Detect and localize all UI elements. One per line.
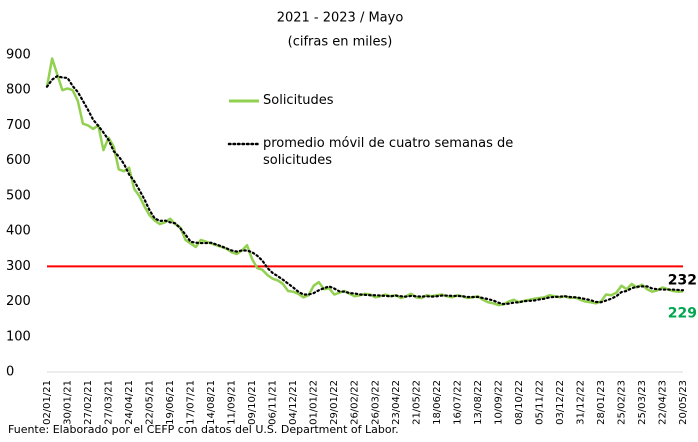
series-line (45, 75, 685, 306)
x-tick-label: 03/12/22 (555, 380, 566, 425)
source: Fuente: Elaborado por el CEFP con datos … (8, 423, 399, 436)
x-tick-label: 06/11/21 (268, 380, 279, 425)
x-tick-label: 02/01/21 (42, 380, 53, 425)
y-tick-label: 500 (6, 188, 31, 203)
x-tick-label: 10/09/22 (493, 380, 504, 425)
x-tick-label: 04/12/21 (288, 380, 299, 425)
x-tick-label: 25/02/23 (616, 380, 627, 425)
legend-label: promedio móvil de cuatro semanas de soli… (263, 136, 514, 168)
x-tick-label: 26/02/22 (350, 380, 361, 425)
x-tick-label: 09/10/21 (247, 380, 258, 425)
x-tick-label: 16/07/22 (452, 380, 463, 425)
x-tick-label: 01/01/22 (309, 380, 320, 425)
x-tick-label: 13/08/22 (473, 380, 484, 425)
end-label: 229 (668, 305, 697, 321)
y-tick-label: 300 (6, 259, 31, 274)
y-tick-label: 800 (6, 83, 31, 98)
x-tick-label: 25/03/23 (637, 380, 648, 425)
legend-label: Solicitudes (263, 93, 334, 108)
x-tick-label: 14/08/21 (206, 380, 217, 425)
y-tick-label: 700 (6, 118, 31, 133)
x-tick-label: 11/09/21 (227, 380, 238, 425)
x-tick-label: 23/04/22 (391, 380, 402, 425)
x-tick-label: 26/03/22 (370, 380, 381, 425)
x-tick-label: 28/01/23 (596, 380, 607, 425)
x-tick-label: 30/01/21 (63, 380, 74, 425)
x-tick-label: 21/05/22 (411, 380, 422, 425)
x-tick-label: 05/11/22 (534, 380, 545, 425)
x-tick-label: 08/10/22 (514, 380, 525, 425)
subtitle: (cifras en miles) (288, 35, 393, 50)
x-tick-label: 22/05/21 (145, 380, 156, 425)
x-tick-label: 20/05/23 (678, 380, 689, 425)
x-tick-label: 24/04/21 (124, 380, 135, 425)
y-tick-label: 400 (6, 224, 31, 239)
y-tick-label: 900 (6, 48, 31, 63)
end-label: 232 (668, 272, 697, 288)
x-tick-label: 18/06/22 (432, 380, 443, 425)
x-tick-label: 22/04/23 (657, 380, 668, 425)
series-line (45, 57, 684, 307)
subtitle: 2021 - 2023 / Mayo (277, 11, 404, 26)
y-tick-label: 600 (6, 153, 31, 168)
x-tick-label: 19/06/21 (165, 380, 176, 425)
x-tick-label: 27/02/21 (83, 380, 94, 425)
y-tick-label: 200 (6, 294, 31, 309)
x-tick-label: 31/12/22 (575, 380, 586, 425)
x-tick-label: 17/07/21 (186, 380, 197, 425)
y-tick-label: 0 (6, 365, 14, 380)
y-tick-label: 100 (6, 329, 31, 344)
x-tick-label: 29/01/22 (329, 380, 340, 425)
x-tick-label: 27/03/21 (104, 380, 115, 425)
